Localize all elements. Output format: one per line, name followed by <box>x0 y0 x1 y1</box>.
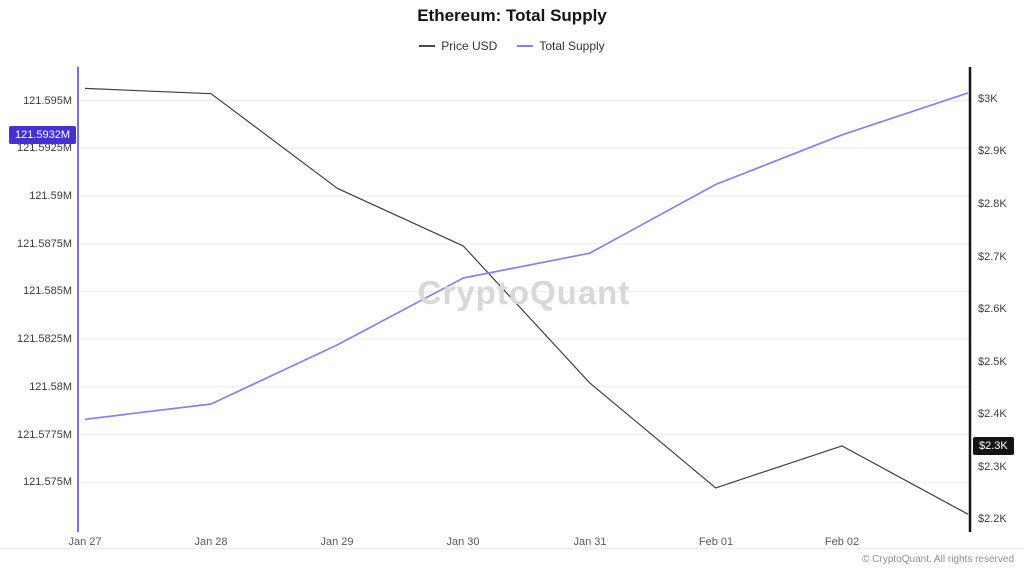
left-axis-tick: 121.5925M <box>16 142 72 154</box>
left-axis-tick: 121.575M <box>23 476 72 488</box>
x-axis-tick: Jan 29 <box>320 536 354 548</box>
legend-item-price-usd[interactable]: Price USD <box>419 39 497 53</box>
supply-badge: 121.5932M <box>8 126 76 144</box>
x-axis-tick: Jan 30 <box>446 536 480 548</box>
footer: © CryptoQuant. All rights reserved <box>0 548 1024 570</box>
left-axis-tick: 121.58M <box>29 381 72 393</box>
legend-label: Total Supply <box>539 39 605 53</box>
price-badge: $2.3K <box>973 437 1014 455</box>
x-axis-tick: Feb 02 <box>824 536 860 548</box>
price-line-marker-icon <box>419 45 436 47</box>
right-axis-tick: $2.9K <box>978 145 1007 157</box>
x-axis-tick: Jan 27 <box>68 536 102 548</box>
legend-label: Price USD <box>441 39 498 53</box>
right-axis-tick: $2.8K <box>978 198 1007 210</box>
copyright-text: © CryptoQuant. All rights reserved <box>862 554 1014 565</box>
supply-line-marker-icon <box>517 45 534 47</box>
right-axis-tick: $2.3K <box>978 461 1007 473</box>
right-axis-tick: $2.4K <box>978 408 1007 420</box>
chart-legend: Price USD Total Supply <box>0 39 1024 53</box>
right-axis-tick: $2.6K <box>978 303 1007 315</box>
left-axis-tick: 121.5875M <box>16 238 72 250</box>
left-axis-tick: 121.5775M <box>16 429 72 441</box>
right-axis-tick: $2.7K <box>978 251 1007 263</box>
x-axis-tick: Feb 01 <box>698 536 734 548</box>
right-axis-tick: $2.2K <box>978 513 1007 525</box>
x-axis-tick: Jan 31 <box>573 536 607 548</box>
legend-item-total-supply[interactable]: Total Supply <box>517 39 605 53</box>
chart-title: Ethereum: Total Supply <box>417 6 607 25</box>
left-axis-tick: 121.585M <box>23 285 72 297</box>
left-axis-tick: 121.595M <box>23 95 72 107</box>
x-axis-tick: Jan 28 <box>194 536 228 548</box>
right-axis-tick: $2.5K <box>978 356 1007 368</box>
right-axis-tick: $3K <box>978 93 998 105</box>
left-axis-tick: 121.5825M <box>16 333 72 345</box>
left-axis-tick: 121.59M <box>29 190 72 202</box>
